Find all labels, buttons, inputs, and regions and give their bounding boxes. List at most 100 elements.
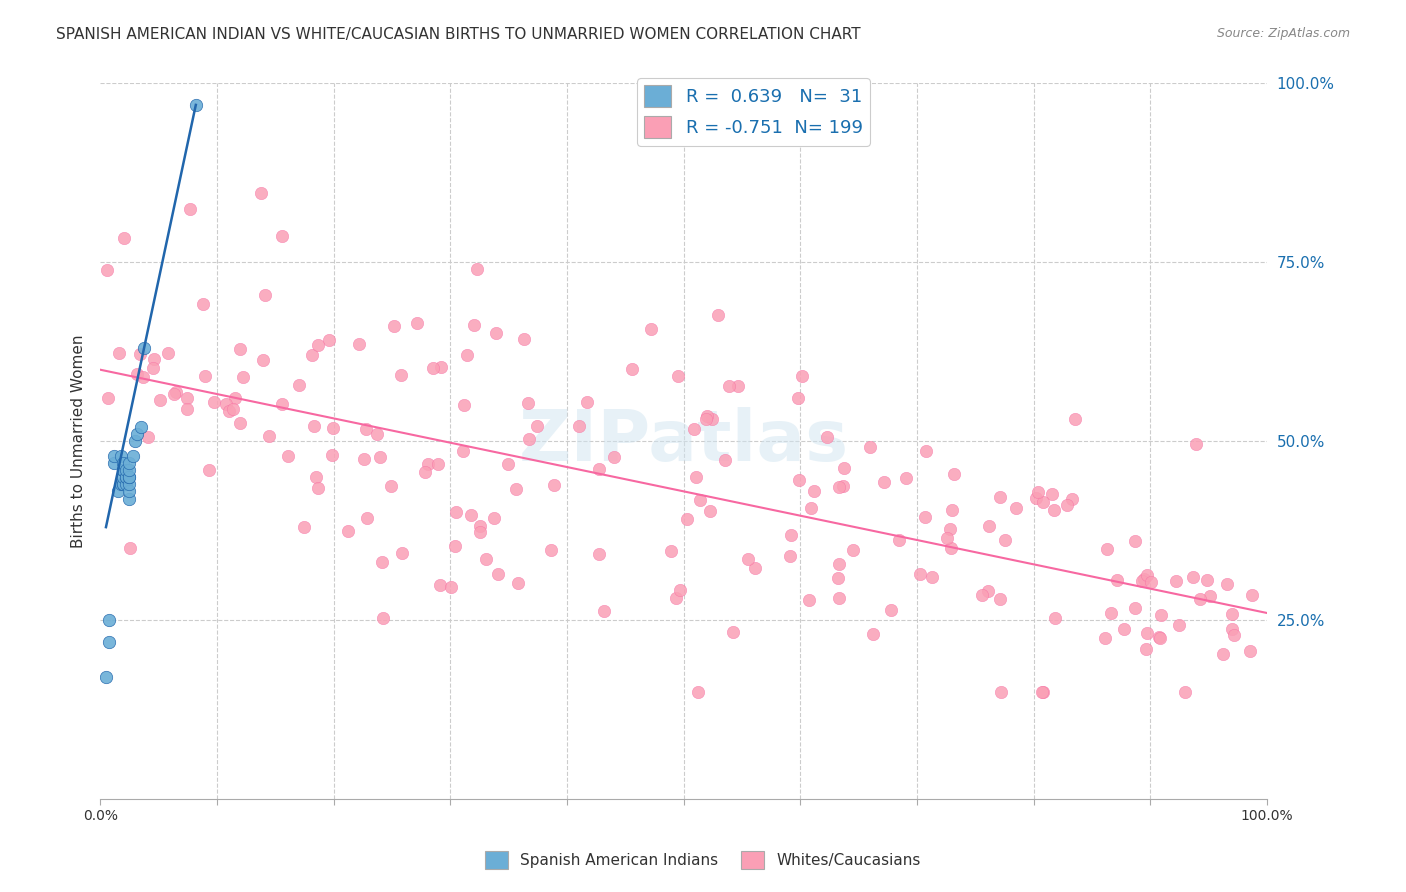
Point <box>1149 631 1171 645</box>
Point <box>218 403 240 417</box>
Point <box>939 541 962 556</box>
Point <box>780 528 803 542</box>
Point <box>1189 592 1212 607</box>
Point <box>1240 588 1263 602</box>
Point <box>1125 600 1147 615</box>
Point <box>456 348 478 362</box>
Point <box>1060 491 1083 506</box>
Point <box>482 511 505 525</box>
Point <box>1220 622 1243 636</box>
Point <box>465 262 488 277</box>
Point <box>389 368 412 382</box>
Point <box>422 360 444 375</box>
Point <box>1094 631 1116 645</box>
Point <box>727 379 749 393</box>
Point <box>675 512 697 526</box>
Point <box>271 396 294 410</box>
Point <box>699 504 721 518</box>
Point <box>356 511 378 525</box>
Point <box>718 379 741 393</box>
Point <box>910 567 932 582</box>
Point <box>349 337 371 351</box>
Point <box>118 463 141 477</box>
Point <box>302 419 325 434</box>
Point <box>896 470 918 484</box>
Point <box>1056 498 1078 512</box>
Point <box>1136 568 1159 582</box>
Point <box>1031 684 1053 698</box>
Point <box>257 429 280 443</box>
Legend: Spanish American Indians, Whites/Caucasians: Spanish American Indians, Whites/Caucasi… <box>479 845 927 875</box>
Y-axis label: Births to Unmarried Women: Births to Unmarried Women <box>72 334 86 548</box>
Point <box>366 426 388 441</box>
Point <box>163 387 186 401</box>
Point <box>318 333 340 347</box>
Point <box>149 393 172 408</box>
Point <box>914 509 936 524</box>
Point <box>176 401 198 416</box>
Point <box>103 449 125 463</box>
Point <box>460 508 482 523</box>
Point <box>416 457 439 471</box>
Point <box>118 470 141 484</box>
Point <box>603 450 626 465</box>
Point <box>1168 618 1191 632</box>
Point <box>371 555 394 569</box>
Point <box>859 440 882 454</box>
Point <box>588 462 610 476</box>
Point <box>382 318 405 333</box>
Point <box>129 347 152 361</box>
Point <box>98 613 121 627</box>
Point <box>970 588 993 602</box>
Point <box>723 625 745 640</box>
Point <box>391 546 413 560</box>
Point <box>179 202 201 216</box>
Point <box>112 230 135 244</box>
Point <box>413 465 436 479</box>
Point <box>880 603 903 617</box>
Point <box>277 449 299 463</box>
Point <box>702 412 724 426</box>
Point <box>496 457 519 471</box>
Point <box>112 463 135 477</box>
Point <box>543 477 565 491</box>
Point <box>990 684 1012 698</box>
Point <box>1133 572 1156 586</box>
Point <box>526 419 548 434</box>
Point <box>540 542 562 557</box>
Point <box>229 343 252 357</box>
Point <box>1147 631 1170 645</box>
Point <box>915 444 938 458</box>
Point <box>1112 622 1135 636</box>
Point <box>516 396 538 410</box>
Point <box>977 583 1000 598</box>
Point <box>353 452 375 467</box>
Point <box>686 684 709 698</box>
Text: SPANISH AMERICAN INDIAN VS WHITE/CAUCASIAN BIRTHS TO UNMARRIED WOMEN CORRELATION: SPANISH AMERICAN INDIAN VS WHITE/CAUCASI… <box>56 27 860 42</box>
Point <box>110 477 132 491</box>
Point <box>862 627 884 641</box>
Point <box>215 397 238 411</box>
Point <box>988 592 1011 607</box>
Point <box>1212 648 1234 662</box>
Point <box>666 368 689 383</box>
Point <box>568 418 591 433</box>
Point <box>430 360 453 375</box>
Point <box>1174 684 1197 698</box>
Point <box>1063 411 1085 425</box>
Point <box>939 522 962 536</box>
Point <box>1164 574 1187 589</box>
Point <box>659 544 682 558</box>
Point <box>827 571 849 585</box>
Point <box>669 582 692 597</box>
Point <box>252 353 274 368</box>
Point <box>271 228 294 243</box>
Point <box>427 457 450 471</box>
Point <box>665 591 688 606</box>
Point <box>475 552 498 566</box>
Point <box>1223 628 1246 642</box>
Point <box>301 348 323 362</box>
Point <box>468 519 491 533</box>
Point <box>118 477 141 491</box>
Point <box>307 482 329 496</box>
